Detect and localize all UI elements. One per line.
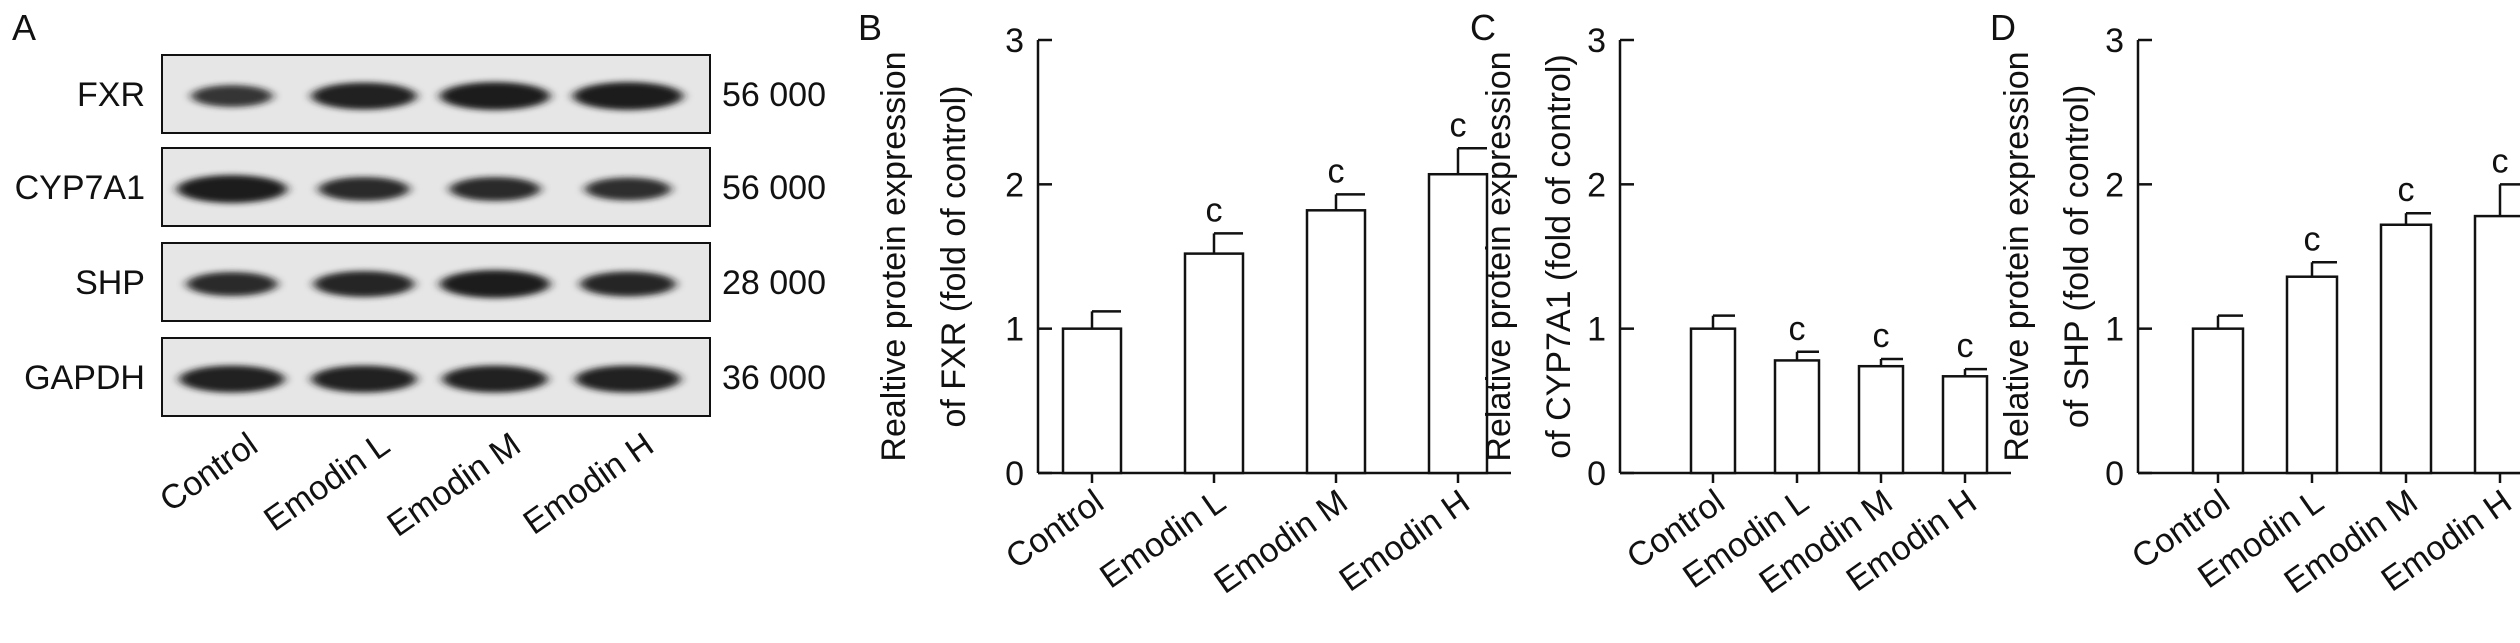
blot-band: [585, 177, 671, 201]
bar: [1183, 252, 1245, 475]
blot-band: [191, 85, 273, 107]
panel-letter-b: B: [858, 7, 882, 48]
blot-band: [573, 82, 683, 110]
y-tick-label: 2: [2105, 166, 2124, 204]
blot-band: [318, 177, 410, 201]
bar: [1773, 359, 1821, 475]
blot-lane-label: Emodin H: [517, 425, 661, 542]
significance-label: c: [2492, 142, 2509, 180]
y-tick-label: 2: [1587, 166, 1606, 204]
y-axis-label: of FXR (fold of control): [935, 85, 973, 427]
blot-band: [580, 271, 676, 297]
bar: [1061, 327, 1123, 475]
significance-label: c: [1450, 106, 1467, 144]
significance-label: c: [1873, 317, 1890, 355]
significance-label: c: [2398, 171, 2415, 209]
y-tick-label: 0: [2105, 455, 2124, 493]
y-tick-label: 3: [1005, 22, 1024, 60]
molecular-weight-label: 28 000: [722, 264, 826, 302]
y-tick-label: 2: [1005, 166, 1024, 204]
significance-label: c: [1328, 152, 1345, 190]
blot-band: [440, 82, 550, 110]
x-tick-label: Emodin L: [1093, 482, 1232, 596]
y-tick-label: 1: [1587, 311, 1606, 349]
significance-label: c: [1789, 310, 1806, 348]
y-axis-label: of SHP (fold of control): [2058, 85, 2096, 428]
blot-band: [440, 270, 550, 298]
blot-band: [575, 365, 681, 393]
blot-band: [449, 177, 541, 201]
y-tick-label: 3: [2105, 22, 2124, 60]
blot-band: [186, 272, 278, 296]
blot-protein-label: SHP: [75, 264, 145, 302]
western-blot-panel: A FXR 56 000 CYP7A1 56 000 SHP 28 000 GAPDH 36 …: [12, 7, 826, 544]
panel-letter-a: A: [12, 7, 36, 48]
bar: [1941, 375, 1989, 475]
blot-row-cyp7a1: CYP7A1 56 000: [15, 147, 826, 227]
panel-letter-c: C: [1470, 7, 1496, 48]
y-tick-label: 1: [2105, 311, 2124, 349]
x-tick-label: Control: [999, 482, 1111, 576]
blot-band: [313, 271, 415, 297]
significance-label: c: [2304, 220, 2321, 258]
x-tick-label: Emodin H: [1333, 482, 1477, 599]
bar: [2379, 223, 2433, 475]
blot-protein-label: FXR: [77, 76, 145, 114]
molecular-weight-label: 56 000: [722, 169, 826, 207]
y-axis-label: Relative protein expression: [1998, 51, 2036, 461]
blot-lane-label: Control: [153, 425, 265, 519]
bar: [1427, 172, 1489, 475]
blot-row-gapdh: GAPDH 36 000: [24, 337, 826, 417]
blot-band: [177, 175, 287, 203]
bar: [1305, 209, 1367, 475]
blot-band: [442, 365, 548, 393]
significance-label: c: [1206, 191, 1223, 229]
bar: [1857, 364, 1905, 475]
molecular-weight-label: 36 000: [722, 359, 826, 397]
bar: [1689, 327, 1737, 475]
y-axis-label: of CYP7A1 (fold of control): [1540, 54, 1578, 458]
bar-chart-cyp7a1: C 0 1 2 3 Relative protein expression of CYP7A…: [1470, 7, 2011, 601]
blot-row-shp: SHP 28 000: [75, 242, 826, 322]
panel-letter-d: D: [1990, 7, 2016, 48]
blot-band: [179, 365, 285, 393]
y-tick-label: 0: [1587, 455, 1606, 493]
blot-row-fxr: FXR 56 000: [77, 54, 826, 134]
blot-lane-label: Emodin M: [380, 425, 527, 544]
y-tick-label: 3: [1587, 22, 1606, 60]
blot-protein-label: CYP7A1: [15, 169, 145, 207]
bar: [2473, 214, 2520, 475]
y-tick-label: 0: [1005, 455, 1024, 493]
y-tick-label: 1: [1005, 311, 1024, 349]
x-tick-label: Emodin M: [1207, 482, 1354, 601]
y-axis-label: Relative protein expression: [1480, 51, 1518, 461]
bar-chart-fxr: B 0 1 2 3 Realtive protein expression of FXR (…: [858, 7, 1511, 601]
bar-chart-shp: D 0 1 2 3 Relative protein expression of SHP (…: [1990, 7, 2520, 601]
blot-lane-label: Emodin L: [257, 425, 396, 539]
bar: [2285, 275, 2339, 475]
molecular-weight-label: 56 000: [722, 76, 826, 114]
bar: [2191, 327, 2245, 475]
y-axis-label: Realtive protein expression: [875, 51, 913, 461]
blot-band: [311, 82, 417, 110]
blot-protein-label: GAPDH: [24, 359, 145, 397]
blot-band: [311, 365, 417, 393]
significance-label: c: [1957, 327, 1974, 365]
